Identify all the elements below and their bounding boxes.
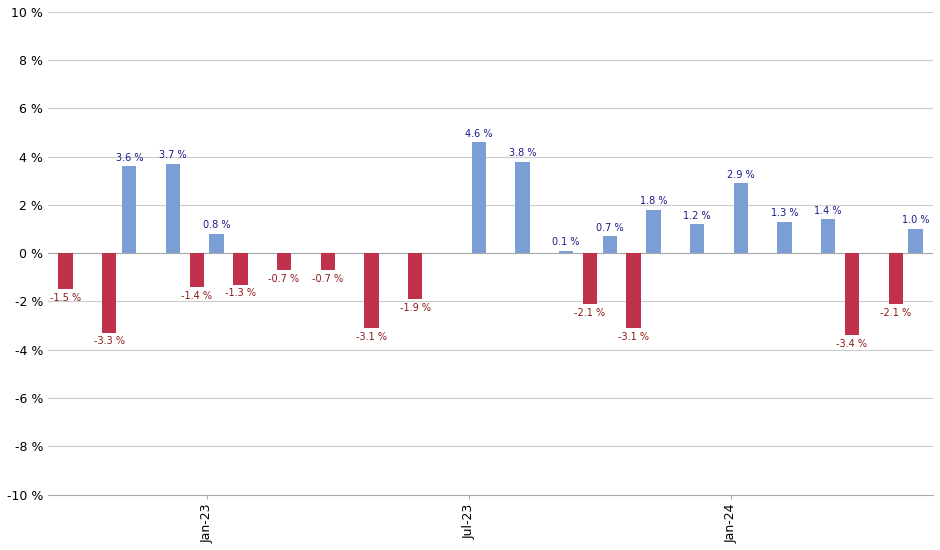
Text: -2.1 %: -2.1 % <box>574 307 605 317</box>
Text: -2.1 %: -2.1 % <box>880 307 911 317</box>
Text: 1.4 %: 1.4 % <box>814 206 842 216</box>
Text: 2.9 %: 2.9 % <box>727 169 755 180</box>
Bar <box>472 142 486 253</box>
Text: -0.7 %: -0.7 % <box>269 274 300 284</box>
Bar <box>408 253 422 299</box>
Text: 4.6 %: 4.6 % <box>465 129 493 139</box>
Bar <box>102 253 117 333</box>
Text: -1.3 %: -1.3 % <box>225 288 256 298</box>
Bar <box>647 210 661 253</box>
Text: -1.9 %: -1.9 % <box>400 302 431 313</box>
Text: 0.1 %: 0.1 % <box>553 237 580 247</box>
Bar <box>845 253 859 336</box>
Bar <box>165 164 180 253</box>
Text: 0.7 %: 0.7 % <box>596 223 623 233</box>
Bar <box>734 183 748 253</box>
Bar <box>603 236 617 253</box>
Text: 3.7 %: 3.7 % <box>159 150 187 161</box>
Bar <box>122 166 136 253</box>
Bar <box>822 219 836 253</box>
Bar <box>690 224 704 253</box>
Text: -3.1 %: -3.1 % <box>356 332 387 342</box>
Text: -1.4 %: -1.4 % <box>181 290 212 301</box>
Bar <box>888 253 902 304</box>
Text: 3.8 %: 3.8 % <box>509 148 536 158</box>
Bar <box>233 253 247 284</box>
Text: -3.4 %: -3.4 % <box>837 339 868 349</box>
Text: 1.0 %: 1.0 % <box>901 216 930 225</box>
Text: 0.8 %: 0.8 % <box>203 221 230 230</box>
Text: 3.6 %: 3.6 % <box>116 153 143 163</box>
Bar <box>583 253 597 304</box>
Bar <box>210 234 224 253</box>
Bar <box>190 253 204 287</box>
Bar <box>626 253 641 328</box>
Text: -3.1 %: -3.1 % <box>618 332 649 342</box>
Bar <box>559 251 573 253</box>
Bar <box>277 253 291 270</box>
Text: -3.3 %: -3.3 % <box>94 337 125 346</box>
Bar <box>515 162 529 253</box>
Text: -1.5 %: -1.5 % <box>50 293 81 303</box>
Text: 1.2 %: 1.2 % <box>683 211 711 221</box>
Bar <box>777 222 791 253</box>
Bar <box>58 253 72 289</box>
Text: 1.3 %: 1.3 % <box>771 208 798 218</box>
Text: 1.8 %: 1.8 % <box>640 196 667 206</box>
Text: -0.7 %: -0.7 % <box>312 274 343 284</box>
Bar <box>321 253 335 270</box>
Bar <box>908 229 923 253</box>
Bar <box>365 253 379 328</box>
